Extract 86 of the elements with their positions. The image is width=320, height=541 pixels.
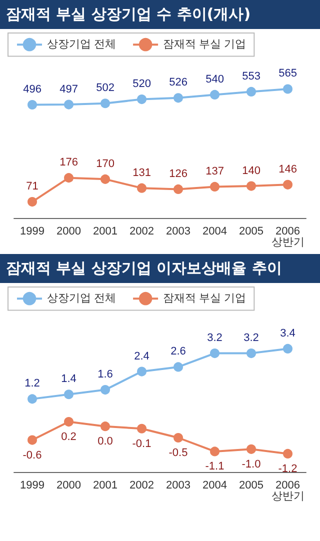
- data-label: 565: [278, 68, 297, 80]
- data-label: -0.6: [22, 449, 42, 462]
- data-label: 140: [242, 164, 260, 177]
- x-tick-label: 2003: [166, 226, 190, 238]
- legend-label: 상장기업 전체: [47, 38, 116, 51]
- x-tick-label: 2006 상반기: [271, 480, 304, 502]
- x-tick-label: 2002: [130, 480, 154, 492]
- data-label: 502: [96, 82, 114, 94]
- x-tick-label: 2003: [166, 480, 190, 492]
- point: [174, 433, 183, 442]
- data-label: 1.6: [98, 368, 113, 381]
- data-label: 1.2: [24, 378, 40, 390]
- data-label: 520: [132, 78, 151, 90]
- legend-label: 잠재적 부실 기업: [163, 292, 246, 305]
- point: [28, 197, 37, 207]
- point: [137, 94, 146, 104]
- point: [174, 362, 183, 372]
- point: [210, 348, 220, 358]
- point: [210, 90, 220, 100]
- point: [28, 100, 37, 110]
- data-label: -1.1: [205, 460, 224, 473]
- data-label: 0.0: [98, 436, 113, 448]
- point: [210, 446, 220, 456]
- point: [174, 184, 183, 194]
- point: [283, 84, 292, 94]
- x-tick-label: 2005: [239, 226, 264, 238]
- x-tick-label: 1999: [20, 226, 44, 238]
- point: [210, 182, 220, 192]
- x-tick-label: 2004: [202, 480, 227, 492]
- x-tick-label: 2000: [56, 480, 81, 492]
- data-label: 496: [23, 83, 42, 96]
- data-label: 3.2: [244, 332, 259, 344]
- x-tick-label: 2006 상반기: [271, 226, 304, 248]
- point: [64, 417, 74, 427]
- data-label: 176: [60, 156, 78, 169]
- x-tick-label: 2000: [56, 226, 81, 238]
- x-tick-label: 2005: [239, 480, 264, 492]
- chart-title: 잠재적 부실 상장기업 수 추이(개사): [0, 0, 320, 29]
- data-label: 497: [60, 83, 78, 96]
- point: [246, 444, 256, 454]
- x-tick-label: 2001: [93, 480, 118, 492]
- data-label: 540: [206, 73, 224, 86]
- data-label: 126: [169, 168, 188, 180]
- point: [283, 344, 292, 354]
- legend-label: 상장기업 전체: [47, 292, 116, 305]
- data-label: -0.1: [132, 438, 152, 450]
- point: [283, 448, 292, 458]
- legend-label: 잠재적 부실 기업: [163, 38, 246, 51]
- data-label: -0.5: [168, 447, 188, 459]
- data-label: 2.6: [170, 346, 186, 358]
- point: [64, 173, 74, 183]
- x-tick-label: 2002: [130, 226, 154, 238]
- data-label: -1.2: [278, 462, 298, 475]
- data-label: 1.4: [61, 373, 76, 386]
- point: [64, 100, 74, 110]
- data-label: 0.2: [61, 431, 76, 444]
- data-label: 71: [26, 180, 38, 193]
- point: [137, 424, 146, 434]
- point: [28, 394, 37, 404]
- point: [246, 181, 256, 191]
- point: [137, 366, 146, 376]
- point: [100, 385, 110, 395]
- data-label: 146: [278, 163, 297, 176]
- data-label: 553: [242, 70, 260, 82]
- point: [100, 422, 110, 432]
- x-tick-label: 2004: [202, 226, 227, 238]
- data-label: -1.0: [242, 458, 261, 470]
- data-label: 137: [206, 165, 224, 178]
- point: [246, 348, 256, 358]
- data-label: 3.4: [280, 327, 296, 340]
- point: [100, 98, 110, 108]
- data-label: 2.4: [134, 350, 150, 362]
- x-tick-label: 2001: [93, 226, 118, 238]
- data-label: 526: [169, 76, 188, 89]
- chart-title: 잠재적 부실 상장기업 이자보상배율 추이: [0, 254, 320, 283]
- point: [64, 390, 74, 400]
- data-label: 3.2: [207, 332, 222, 344]
- point: [137, 183, 146, 193]
- point: [283, 180, 292, 190]
- point: [246, 86, 256, 96]
- data-label: 131: [132, 166, 151, 179]
- point: [100, 174, 110, 184]
- data-label: 170: [96, 158, 114, 170]
- point: [28, 435, 37, 445]
- point: [174, 93, 183, 103]
- x-tick-label: 1999: [20, 480, 44, 492]
